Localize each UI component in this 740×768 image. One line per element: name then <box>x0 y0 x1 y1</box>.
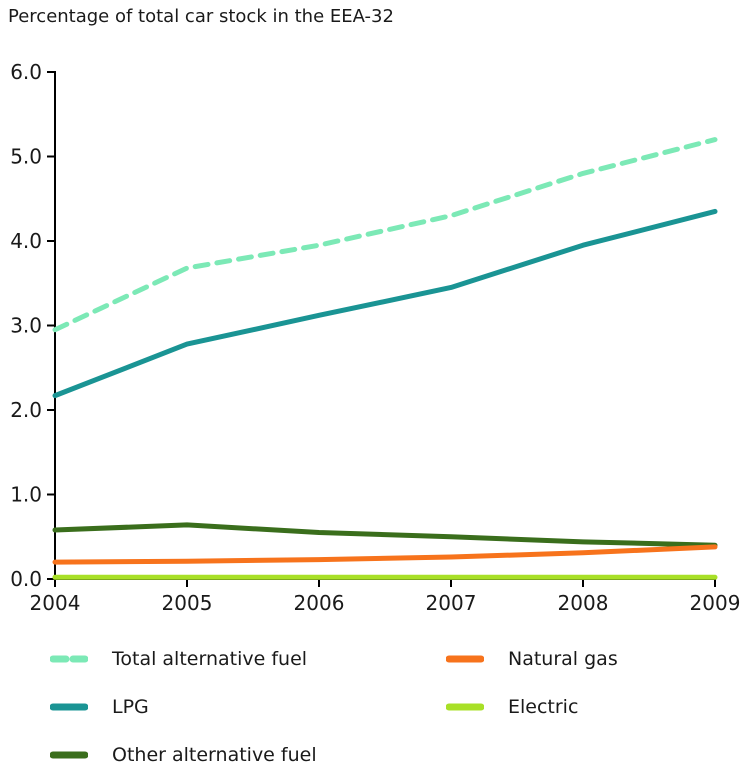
series-line-lpg <box>52 208 718 399</box>
legend-swatch-solid-line-icon <box>50 751 88 759</box>
legend-label-natural-gas: Natural gas <box>508 648 618 670</box>
legend-swatch-dashed-line-icon <box>50 655 88 663</box>
series-line-total-alternative-fuel <box>52 137 718 333</box>
series-line-natural-gas <box>52 544 718 565</box>
series-line-other-alternative-fuel <box>52 522 718 548</box>
legend-item-natural-gas: Natural gas <box>446 646 618 672</box>
legend-swatch-solid-line-icon <box>50 703 88 711</box>
legend-label-other-alternative-fuel: Other alternative fuel <box>112 744 317 766</box>
y-tick-label: 6.0 <box>10 60 42 84</box>
legend-item-lpg: LPG <box>50 694 149 720</box>
y-tick-label: 5.0 <box>10 145 42 169</box>
y-tick-label: 2.0 <box>10 398 42 422</box>
x-tick-label: 2009 <box>690 591 740 615</box>
line-chart-plot: 0.0 1.0 2.0 3.0 4.0 5.0 6.0 2004 2005 2006 2007 200… <box>10 60 740 615</box>
x-tick-label: 2005 <box>162 591 213 615</box>
legend-item-total-alternative-fuel: Total alternative fuel <box>50 646 307 672</box>
legend-label-lpg: LPG <box>112 696 149 718</box>
legend-item-other-alternative-fuel: Other alternative fuel <box>50 742 317 768</box>
x-tick-label: 2008 <box>558 591 609 615</box>
legend-swatch-solid-line-icon <box>446 655 484 663</box>
x-tick-label: 2004 <box>30 591 81 615</box>
y-tick-label: 3.0 <box>10 314 42 338</box>
y-tick-label: 1.0 <box>10 483 42 507</box>
legend-item-electric: Electric <box>446 694 578 720</box>
legend-label-electric: Electric <box>508 696 579 718</box>
y-tick-label: 0.0 <box>10 567 42 591</box>
legend-swatch-solid-line-icon <box>446 703 484 711</box>
x-tick-label: 2007 <box>426 591 477 615</box>
legend-label-total-alternative-fuel: Total alternative fuel <box>112 648 308 670</box>
chart-title: Percentage of total car stock in the EEA… <box>8 6 394 27</box>
x-tick-label: 2006 <box>294 591 345 615</box>
y-tick-label: 4.0 <box>10 229 42 253</box>
